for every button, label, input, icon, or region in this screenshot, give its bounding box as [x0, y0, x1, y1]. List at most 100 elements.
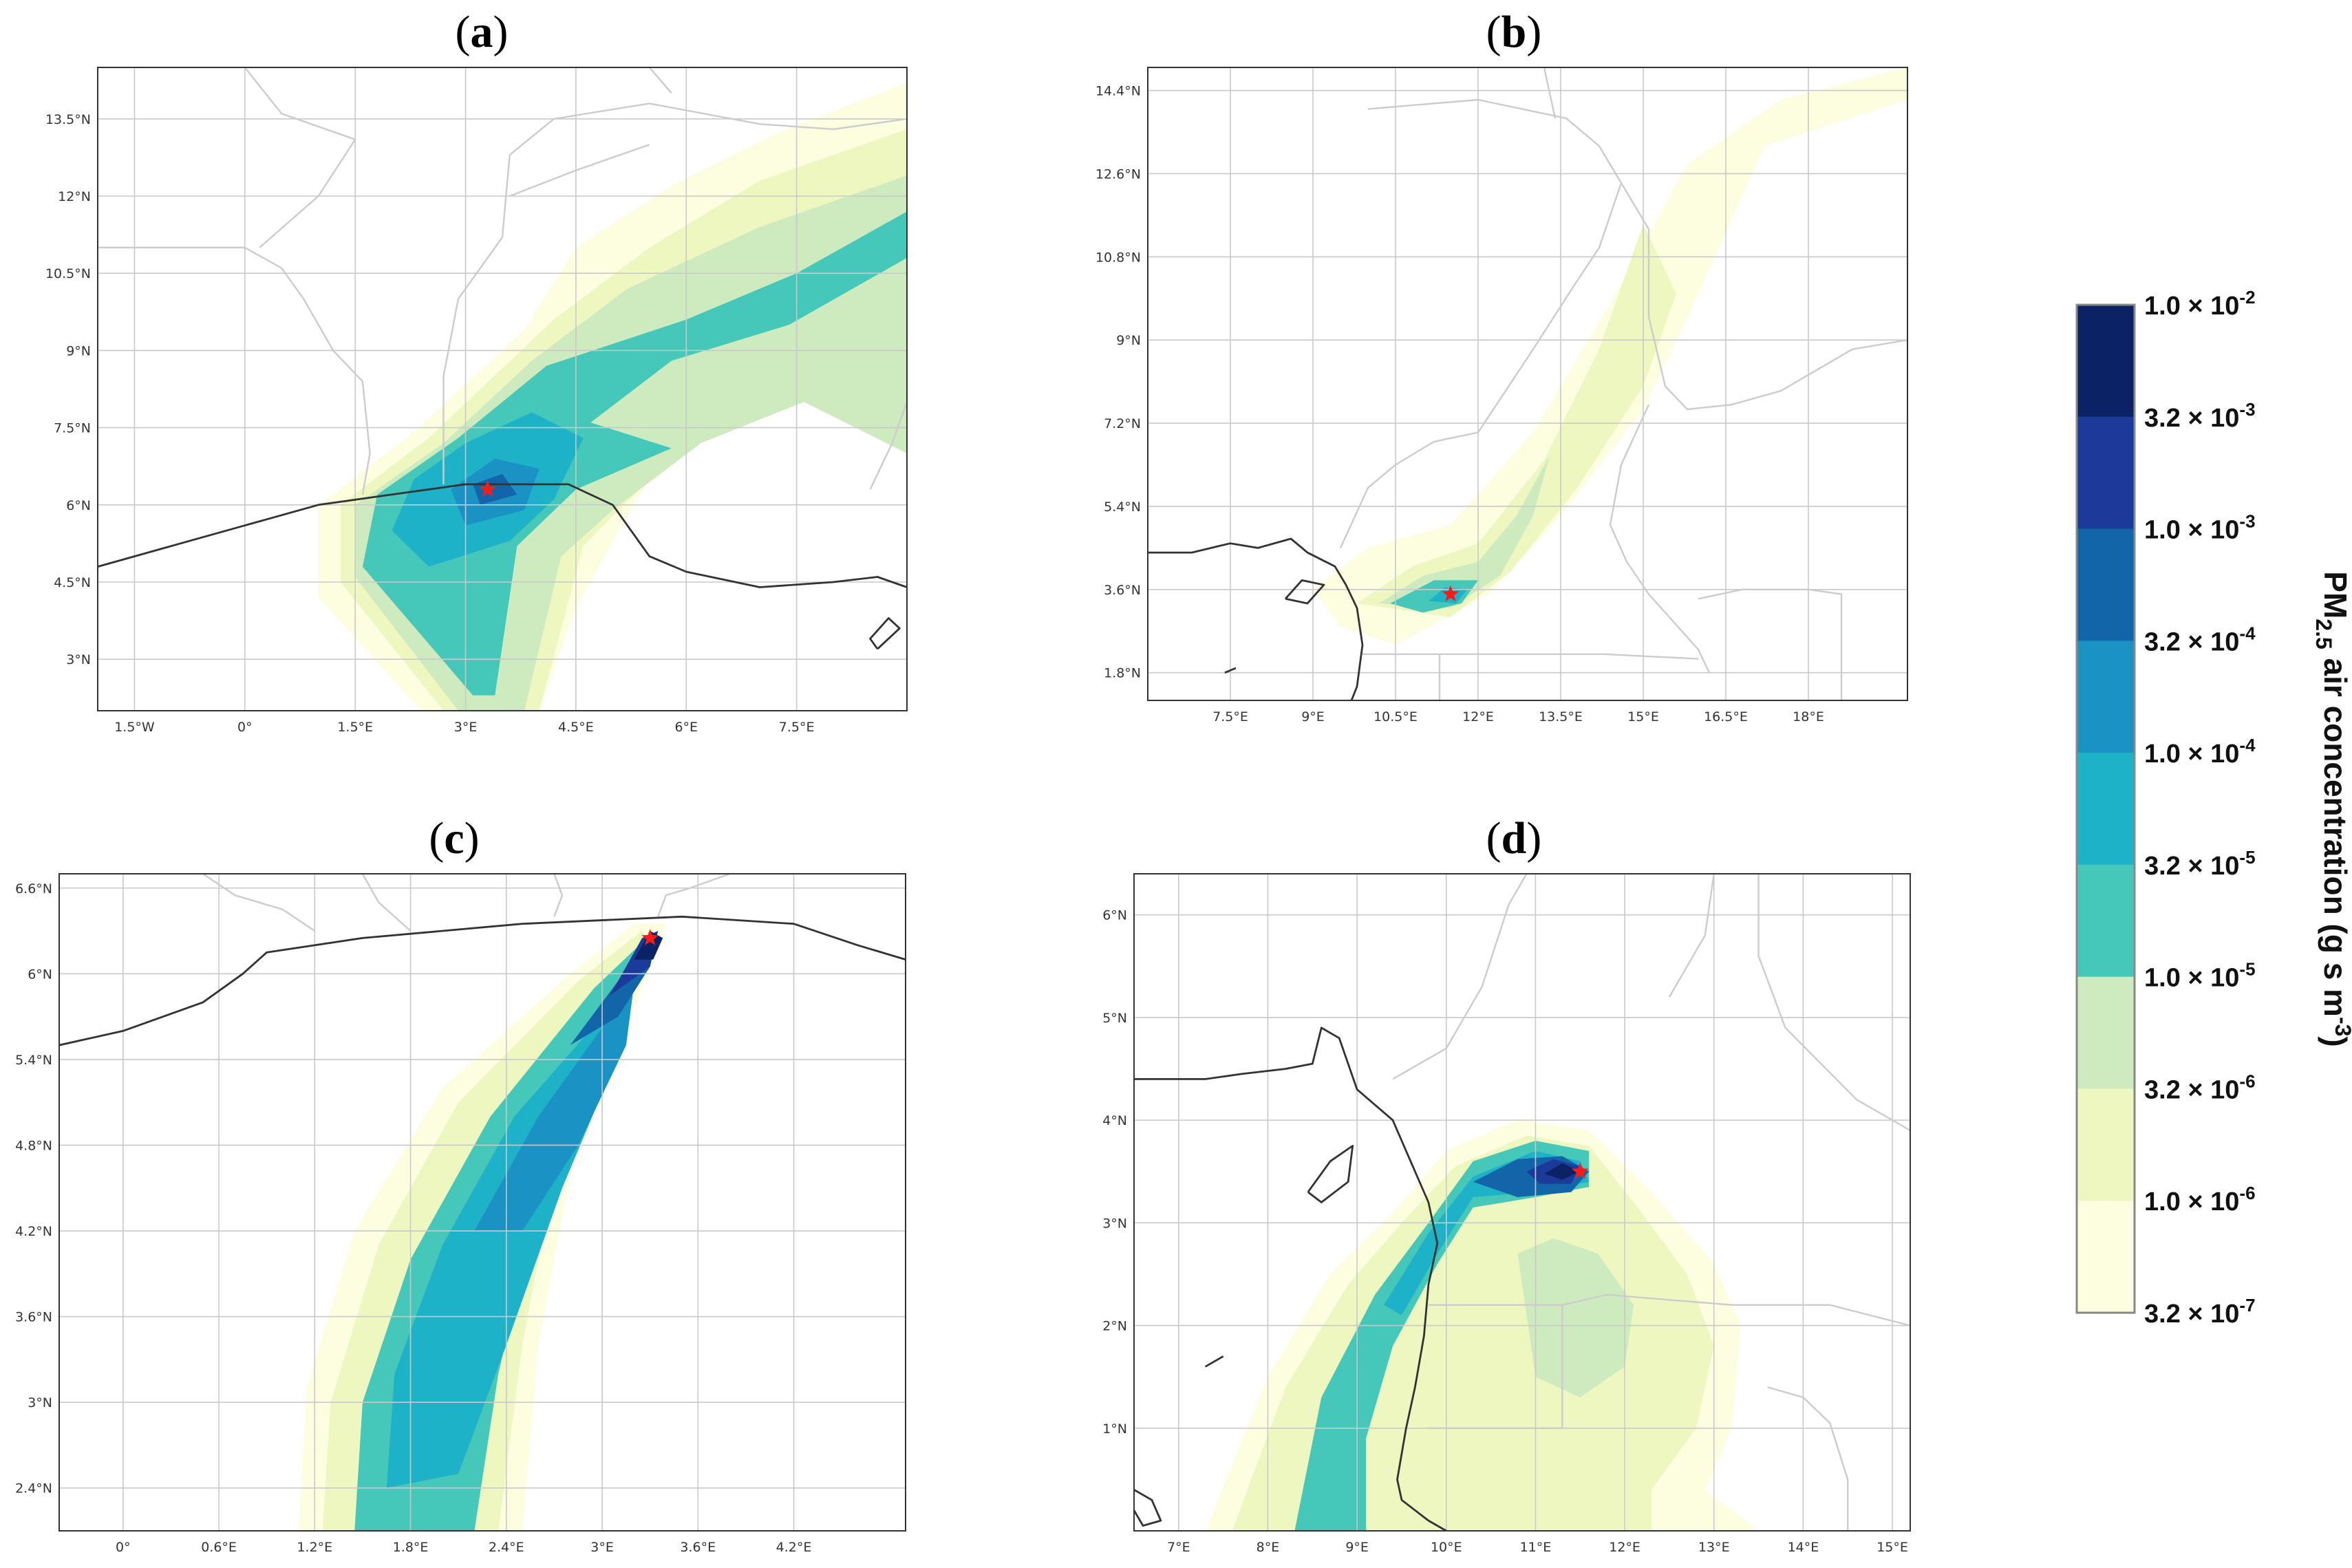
country-border: [657, 874, 731, 917]
country-border: [202, 874, 315, 932]
plot-frame: [58, 873, 906, 1532]
colorbar-swatch: [2077, 1201, 2135, 1313]
x-tick-label: 6°E: [674, 720, 698, 735]
y-tick-label: 5.4°N: [15, 1053, 52, 1068]
y-tick-label: 3°N: [66, 652, 91, 667]
y-tick-label: 6°N: [66, 498, 91, 513]
panel-b: (b) 7.5°E 9°E 10.5°E 12°E 13.5°E 15°E 16.5°E 18°…: [1095, 7, 1908, 724]
plume-contour-level-3: [362, 211, 907, 696]
y-tick-label: 6°N: [28, 967, 52, 982]
x-tick-label: 3°E: [454, 720, 478, 735]
y-tick-label: 4.2°N: [15, 1224, 52, 1239]
coastline: [1307, 1145, 1354, 1203]
x-tick-label: 4.2°E: [776, 1540, 812, 1555]
plume-contour-level-2: [1517, 1238, 1634, 1397]
plot-frame: [1147, 67, 1908, 701]
country-border: [648, 67, 672, 94]
colorbar-swatch: [2077, 1088, 2135, 1201]
y-tick-label: 9°N: [66, 343, 91, 358]
panel-title: (d): [1486, 813, 1542, 863]
y-tick-label: 10.8°N: [1095, 250, 1141, 265]
colorbar-frame: [2075, 303, 2136, 1314]
x-tick-label: 2.4°E: [489, 1540, 524, 1555]
y-tick-label: 14.4°N: [1095, 84, 1141, 99]
x-tick-label: 11°E: [1520, 1540, 1552, 1555]
x-tick-label: 7.5°E: [779, 720, 815, 735]
x-tick-label: 0.6°E: [201, 1540, 237, 1555]
country-border: [98, 246, 371, 495]
y-tick-label: 9°N: [1116, 333, 1141, 348]
x-tick-label: 10°E: [1431, 1540, 1462, 1555]
x-tick-label: 0°: [116, 1540, 131, 1555]
y-tick-label: 3.6°N: [15, 1310, 52, 1325]
x-tick-label: 7.5°E: [1212, 709, 1248, 724]
y-tick-label: 3°N: [28, 1395, 52, 1410]
plot-frame: [1133, 873, 1911, 1532]
coastline: [98, 483, 907, 588]
country-border: [1392, 874, 1528, 1080]
colorbar-swatch: [2077, 528, 2135, 641]
country-border: [1757, 874, 1910, 1132]
colorbar-tick-label: 3.2 × 10-4: [2144, 623, 2256, 656]
coastline: [1224, 667, 1237, 674]
y-tick-label: 13.5°N: [45, 112, 91, 127]
x-tick-label: 18°E: [1793, 709, 1824, 724]
y-tick-label: 3°N: [1102, 1216, 1127, 1231]
x-tick-label: 9°E: [1301, 709, 1325, 724]
country-border: [244, 67, 356, 248]
x-tick-label: 3°E: [590, 1540, 614, 1555]
country-border: [1543, 67, 1557, 119]
x-tick-label: 16.5°E: [1704, 709, 1748, 724]
country-border: [1698, 588, 1843, 700]
panel-title: (a): [456, 7, 509, 57]
country-border: [869, 401, 907, 490]
country-border: [509, 144, 650, 197]
x-tick-label: 10.5°E: [1373, 709, 1418, 724]
x-tick-label: 12°E: [1462, 709, 1494, 724]
coastline: [1205, 1355, 1224, 1368]
colorbar: 1.0 × 10-2 3.2 × 10-3 1.0 × 10-3 3.2 × 10-4…: [2075, 287, 2352, 1329]
plot-frame: [97, 67, 908, 711]
colorbar-tick-label: 3.2 × 10-5: [2144, 847, 2256, 881]
plume-contour-level-6: [570, 938, 650, 1046]
y-tick-label: 6°N: [1102, 908, 1127, 923]
colorbar-tick-label: 1.0 × 10-2: [2144, 287, 2256, 321]
country-border: [1339, 98, 1623, 548]
colorbar-swatch: [2077, 976, 2135, 1089]
colorbar-tick-label: 3.2 × 10-6: [2144, 1071, 2256, 1104]
x-tick-label: 14°E: [1788, 1540, 1819, 1555]
source-star-marker: [641, 929, 659, 945]
colorbar-tick-label: 1.0 × 10-4: [2144, 735, 2256, 769]
y-tick-label: 6.6°N: [15, 881, 52, 896]
y-tick-label: 4°N: [1102, 1113, 1127, 1128]
x-tick-label: 7°E: [1167, 1540, 1190, 1555]
colorbar-swatch: [2077, 641, 2135, 753]
y-tick-label: 1°N: [1102, 1421, 1127, 1437]
coastline: [1134, 1027, 1447, 1531]
y-tick-label: 1.8°N: [1104, 666, 1141, 681]
plume-contour-level-2: [1379, 455, 1550, 608]
panel-c: (c) 0° 0.6°E 1.2°E 1.8°E 2.4°E 3°E 3.6°E 4.2°E 2.…: [15, 813, 906, 1555]
coastline: [1134, 1489, 1162, 1527]
colorbar-swatch: [2077, 416, 2135, 530]
x-tick-label: 12°E: [1609, 1540, 1640, 1555]
x-tick-label: 1.5°E: [337, 720, 373, 735]
y-tick-label: 4.5°N: [54, 575, 91, 590]
country-border: [1609, 404, 1711, 674]
panel-title: (c): [429, 813, 479, 863]
x-tick-label: 8°E: [1257, 1540, 1280, 1555]
plume-contour-level-8: [1544, 1163, 1581, 1180]
x-tick-label: 15°E: [1627, 709, 1659, 724]
country-border: [1668, 874, 1715, 998]
colorbar-swatch: [2077, 864, 2135, 978]
y-tick-label: 2.4°N: [15, 1481, 52, 1496]
country-border: [442, 103, 907, 484]
coastline: [869, 617, 901, 650]
x-tick-label: 13°E: [1698, 1540, 1730, 1555]
panel-a: (a) 1.5°W 0° 1.5°E 3°E 4.5°E 6°E 7.5°E 3°N 4.5°N 6…: [45, 7, 908, 735]
x-tick-label: 15°E: [1877, 1540, 1908, 1555]
y-tick-label: 4.8°N: [15, 1138, 52, 1153]
colorbar-swatch: [2077, 305, 2135, 418]
country-border: [1428, 1293, 1910, 1327]
x-tick-label: 9°E: [1345, 1540, 1369, 1555]
